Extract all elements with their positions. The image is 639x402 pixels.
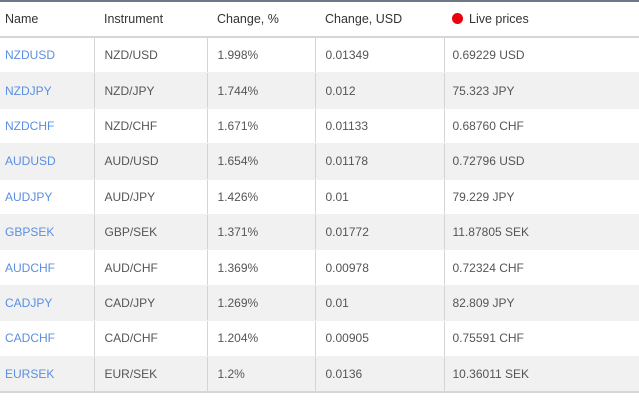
change-pct-cell: 1.204% (206, 320, 315, 357)
change-usd-cell: 0.01 (314, 285, 444, 322)
instrument-cell: AUD/CHF (93, 249, 207, 286)
change-usd-cell: 0.01133 (314, 108, 444, 145)
change-pct-cell: 1.371% (206, 214, 315, 251)
live-price-cell: 11.87805 SEK (443, 214, 639, 251)
live-price-cell: 0.72796 USD (443, 143, 639, 180)
change-usd-cell: 0.01349 (314, 37, 444, 74)
table-row: AUDUSD AUD/USD 1.654% 0.01178 0.72796 USD (0, 143, 639, 180)
column-header-change-usd: Change, USD (315, 2, 444, 38)
table-row: CADCHF CAD/CHF 1.204% 0.00905 0.75591 CHF (0, 320, 639, 357)
instrument-cell: EUR/SEK (93, 356, 207, 393)
change-pct-cell: 1.2% (206, 356, 315, 393)
instrument-link[interactable]: EURSEK (0, 356, 94, 393)
column-header-instrument: Instrument (94, 2, 207, 38)
table-row: AUDCHF AUD/CHF 1.369% 0.00978 0.72324 CHF (0, 249, 639, 286)
live-price-cell: 82.809 JPY (443, 285, 639, 322)
column-header-live-prices: Live prices (444, 2, 639, 38)
change-usd-cell: 0.01178 (314, 143, 444, 180)
instrument-link[interactable]: GBPSEK (0, 214, 94, 251)
table-header-row: Name Instrument Change, % Change, USD Li… (0, 2, 639, 38)
column-header-change-pct: Change, % (207, 2, 315, 38)
table-row: NZDJPY NZD/JPY 1.744% 0.012 75.323 JPY (0, 72, 639, 109)
column-header-name: Name (0, 2, 94, 38)
table-row: NZDUSD NZD/USD 1.998% 0.01349 0.69229 USD (0, 37, 639, 74)
instrument-cell: GBP/SEK (93, 214, 207, 251)
live-price-cell: 10.36011 SEK (443, 356, 639, 393)
table-row: AUDJPY AUD/JPY 1.426% 0.01 79.229 JPY (0, 179, 639, 215)
live-prices-label: Live prices (469, 12, 529, 26)
table-row: GBPSEK GBP/SEK 1.371% 0.01772 11.87805 SEK (0, 214, 639, 251)
instrument-link[interactable]: AUDUSD (0, 143, 94, 180)
change-pct-cell: 1.426% (206, 179, 315, 215)
table-row: CADJPY CAD/JPY 1.269% 0.01 82.809 JPY (0, 285, 639, 322)
change-usd-cell: 0.0136 (314, 356, 444, 393)
instrument-link[interactable]: NZDCHF (0, 108, 94, 145)
table-row: EURSEK EUR/SEK 1.2% 0.0136 10.36011 SEK (0, 356, 639, 393)
change-pct-cell: 1.369% (206, 249, 315, 286)
change-usd-cell: 0.00978 (314, 249, 444, 286)
change-pct-cell: 1.654% (206, 143, 315, 180)
change-usd-cell: 0.00905 (314, 320, 444, 357)
live-price-cell: 0.72324 CHF (443, 249, 639, 286)
live-prices-table-container: Name Instrument Change, % Change, USD Li… (0, 0, 639, 393)
instrument-cell: CAD/JPY (93, 285, 207, 322)
live-prices-table: Name Instrument Change, % Change, USD Li… (0, 2, 639, 393)
change-pct-cell: 1.744% (206, 72, 315, 109)
live-price-cell: 0.69229 USD (443, 37, 639, 74)
instrument-cell: AUD/JPY (93, 179, 207, 215)
table-row: NZDCHF NZD/CHF 1.671% 0.01133 0.68760 CHF (0, 108, 639, 145)
live-price-cell: 79.229 JPY (443, 179, 639, 215)
change-usd-cell: 0.01772 (314, 214, 444, 251)
live-price-cell: 0.75591 CHF (443, 320, 639, 357)
live-indicator-icon (452, 13, 463, 24)
change-usd-cell: 0.01 (314, 179, 444, 215)
instrument-link[interactable]: CADCHF (0, 320, 94, 357)
live-price-cell: 75.323 JPY (443, 72, 639, 109)
change-usd-cell: 0.012 (314, 72, 444, 109)
instrument-link[interactable]: NZDUSD (0, 37, 94, 74)
change-pct-cell: 1.671% (206, 108, 315, 145)
instrument-link[interactable]: AUDJPY (0, 179, 94, 215)
instrument-link[interactable]: NZDJPY (0, 72, 94, 109)
instrument-link[interactable]: CADJPY (0, 285, 94, 322)
instrument-cell: NZD/CHF (93, 108, 207, 145)
instrument-cell: AUD/USD (93, 143, 207, 180)
instrument-link[interactable]: AUDCHF (0, 249, 94, 286)
instrument-cell: NZD/JPY (93, 72, 207, 109)
instrument-cell: CAD/CHF (93, 320, 207, 357)
change-pct-cell: 1.269% (206, 285, 315, 322)
instrument-cell: NZD/USD (93, 37, 207, 74)
live-price-cell: 0.68760 CHF (443, 108, 639, 145)
change-pct-cell: 1.998% (206, 37, 315, 74)
